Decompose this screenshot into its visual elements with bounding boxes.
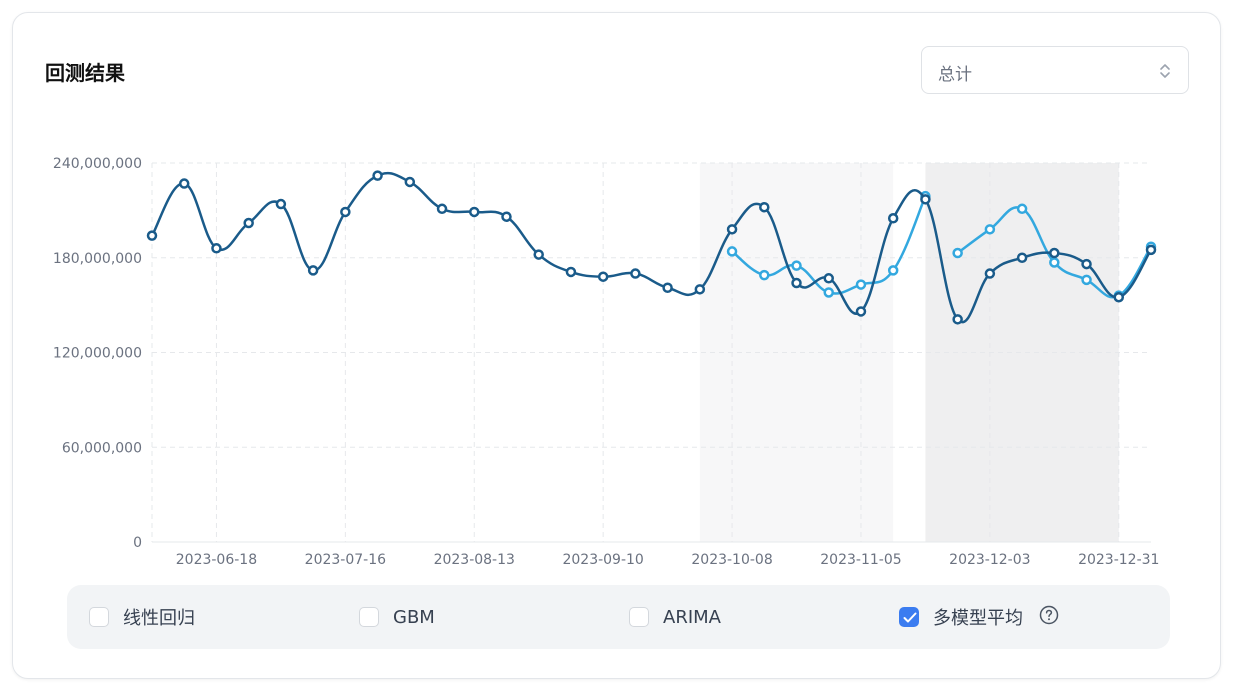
chevron-up-down-icon: [1157, 61, 1173, 85]
actual-series-point: [340, 206, 351, 218]
y-tick-label: 240,000,000: [53, 156, 142, 172]
x-tick-label: 2023-08-13: [434, 552, 515, 568]
actual-series-point: [1113, 291, 1125, 303]
actual-series-point: [243, 217, 254, 229]
actual-series-point: [533, 249, 544, 260]
actual-series-point: [823, 273, 834, 284]
predicted-series-point: [855, 279, 867, 290]
y-tick-label: 180,000,000: [53, 251, 142, 267]
x-tick-label: 2023-12-31: [1078, 552, 1159, 568]
legend-item-gbm[interactable]: GBM: [359, 605, 435, 629]
check-icon: [903, 612, 917, 623]
actual-series-point: [984, 268, 996, 279]
x-tick-label: 2023-11-05: [820, 552, 901, 568]
question-circle-icon[interactable]: [1039, 605, 1059, 629]
predicted-series-point: [984, 224, 996, 235]
model-legend: 线性回归 GBM ARIMA 多模型平均: [67, 585, 1170, 649]
y-tick-label: 60,000,000: [62, 440, 142, 456]
x-tick-label: 2023-09-10: [562, 552, 643, 568]
arima-checkbox[interactable]: [629, 607, 649, 627]
actual-series-point: [146, 230, 158, 241]
actual-series-point: [178, 178, 190, 189]
actual-series-point: [372, 170, 383, 181]
predicted-series-point: [1016, 203, 1028, 215]
predicted-series-point: [1081, 274, 1092, 286]
legend-item-linear-regression[interactable]: 线性回归: [89, 605, 195, 629]
actual-series-point: [1145, 244, 1157, 256]
actual-series-point: [887, 213, 899, 224]
legend-label: 线性回归: [123, 608, 195, 629]
actual-series-point: [630, 268, 641, 279]
actual-series-point: [307, 265, 319, 276]
actual-series-point: [855, 306, 867, 317]
predicted-series-point: [791, 260, 802, 271]
actual-series-point: [469, 206, 480, 218]
multi-model-average-checkbox[interactable]: [899, 607, 919, 627]
predicted-series-point: [887, 265, 899, 276]
actual-series-point: [211, 243, 222, 254]
actual-series-point: [952, 314, 963, 325]
actual-series-point: [662, 282, 673, 294]
predicted-series-point: [726, 246, 738, 257]
x-tick-label: 2023-12-03: [949, 552, 1030, 568]
actual-series-point: [436, 203, 448, 215]
y-tick-label: 120,000,000: [53, 346, 142, 362]
gbm-checkbox[interactable]: [359, 607, 379, 627]
x-tick-label: 2023-07-16: [305, 552, 386, 568]
x-tick-label: 2023-10-08: [691, 552, 772, 568]
legend-label: 多模型平均: [933, 608, 1023, 629]
legend-label: ARIMA: [663, 606, 721, 628]
y-tick-label: 0: [133, 535, 142, 551]
period-select-value: 总计: [938, 65, 972, 85]
legend-item-multi-model-average[interactable]: 多模型平均: [899, 605, 1059, 629]
actual-series-point: [597, 271, 609, 282]
legend-label: GBM: [393, 606, 435, 628]
actual-series-point: [501, 211, 512, 222]
actual-series-point: [920, 194, 931, 205]
period-select[interactable]: 总计: [921, 46, 1189, 94]
backtest-card: 回测结果 总计 0 60,000,000 120,000,000 180,000,00…: [12, 12, 1221, 679]
linear-regression-checkbox[interactable]: [89, 607, 109, 627]
predicted-series-point: [759, 269, 770, 281]
backtest-chart: 0 60,000,000 120,000,000 180,000,000 240,000…: [53, 156, 1160, 568]
actual-series-point: [791, 277, 802, 289]
actual-series-point: [1049, 247, 1060, 259]
actual-series-point: [404, 176, 416, 188]
actual-series-point: [759, 201, 770, 213]
predicted-series-point: [952, 247, 963, 259]
actual-series-point: [275, 198, 287, 210]
predicted-series-point: [823, 287, 834, 298]
legend-item-arima[interactable]: ARIMA: [629, 605, 721, 629]
actual-series-point: [694, 284, 706, 295]
actual-series-point: [1016, 252, 1028, 263]
actual-series-point: [726, 224, 738, 235]
actual-series-point: [1081, 258, 1092, 270]
actual-series-point: [565, 266, 577, 278]
predicted-series-point: [1049, 257, 1060, 268]
x-tick-label: 2023-06-18: [176, 552, 257, 568]
page-title: 回测结果: [45, 61, 125, 85]
